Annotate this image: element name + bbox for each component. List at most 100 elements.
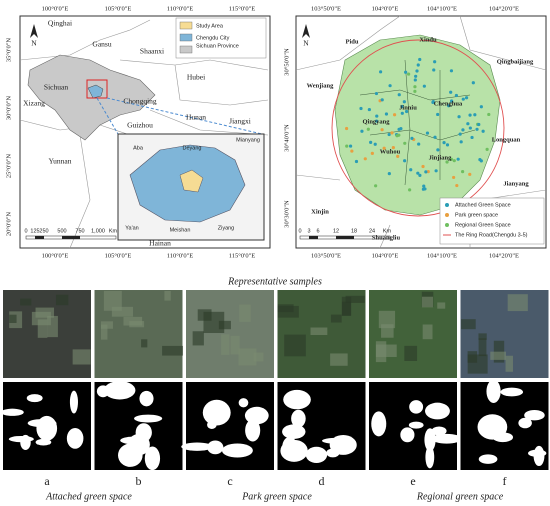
lon-label: 103°50'0"E (311, 252, 341, 259)
lon-label: 100°0'0"E (42, 252, 69, 259)
mask-blob (524, 409, 545, 421)
mask-blob (245, 419, 261, 442)
green-space-point (407, 72, 411, 76)
photo-texture (221, 334, 230, 355)
mask-blob (425, 445, 435, 469)
green-space-point (370, 151, 374, 156)
green-space-point (397, 127, 401, 131)
green-space-point (475, 127, 479, 131)
north-arrow (30, 24, 38, 38)
photo-texture (378, 310, 396, 329)
photo-texture (162, 345, 184, 356)
scale-label: 250 (39, 228, 48, 234)
north-label: N (303, 39, 309, 48)
green-space-point (360, 129, 364, 133)
green-space-point (375, 114, 379, 118)
sample-grid (1, 290, 549, 471)
green-space-point (449, 157, 453, 161)
green-space-point (449, 69, 454, 73)
photo-texture (421, 296, 434, 308)
green-space-point (454, 93, 459, 98)
photo-texture (381, 324, 394, 338)
green-space-point (354, 159, 359, 164)
place-label: Xizang (23, 99, 45, 108)
green-space-point (374, 184, 378, 188)
green-space-point (416, 63, 420, 67)
green-space-point (384, 112, 389, 116)
green-space-point (374, 119, 379, 123)
mask-blob (518, 417, 532, 429)
mask-blob (424, 428, 436, 452)
legend-swatch (179, 21, 193, 30)
green-space-point (415, 69, 419, 73)
green-space-point (369, 140, 373, 144)
inset-place-label: Ya'an (125, 225, 139, 231)
place-label: Hubei (187, 73, 205, 82)
sample-letter: d (319, 474, 325, 488)
green-space-point (452, 159, 456, 163)
green-space-point (432, 68, 436, 72)
green-space-point (359, 106, 363, 111)
green-space-point (485, 147, 489, 151)
green-space-points (344, 57, 491, 192)
legend-label: Park green space (455, 212, 498, 218)
green-space-point (374, 91, 379, 96)
legend-swatch (179, 45, 193, 54)
green-space-point (379, 70, 383, 74)
place-label: Gansu (92, 40, 111, 49)
green-space-point (471, 81, 475, 85)
green-space-point (481, 129, 485, 133)
lon-label: 115°0'0"E (229, 5, 255, 12)
mask-blob (409, 400, 424, 414)
lon-label: 104°20'0"E (489, 5, 519, 12)
mask-blob (280, 439, 308, 462)
mask-blob (27, 419, 57, 428)
green-space-point (373, 142, 377, 146)
mask-blob (206, 402, 219, 412)
mask-blob (305, 446, 328, 464)
legend-swatch (179, 33, 193, 42)
photo-texture (341, 301, 351, 316)
place-label: Qinghai (48, 19, 72, 28)
lon-label: 104°10'0"E (427, 252, 457, 259)
place-label: Chenghua (434, 100, 463, 107)
lon-label: 104°20'0"E (489, 252, 519, 259)
place-label: Shaanxi (140, 47, 164, 56)
green-space-point (348, 144, 353, 148)
green-space-point (461, 97, 465, 101)
mask-blob (181, 442, 214, 451)
lon-label: 115°0'0"E (229, 252, 255, 259)
green-space-point (380, 98, 384, 102)
scale-bar (309, 236, 318, 239)
mask-blob (282, 424, 306, 439)
place-label: Guizhou (127, 121, 153, 130)
place-label: Wuhou (380, 148, 401, 155)
right-legend (439, 197, 545, 245)
inset-pointer (96, 97, 119, 135)
green-space-point (479, 105, 483, 109)
mask-blob (96, 385, 110, 398)
legend-label: Regional Green Space (455, 222, 511, 228)
mask-blob (431, 433, 462, 444)
green-space-point (397, 133, 401, 137)
green-space-point (466, 122, 470, 126)
photo-texture (330, 314, 342, 323)
lat-label: 20°0'0"N (5, 212, 12, 236)
scale-label: 750 (75, 228, 84, 234)
green-space-point (397, 93, 401, 97)
sample-mask (186, 382, 274, 470)
lon-label: 105°0'0"E (105, 5, 132, 12)
mask-blob (134, 414, 163, 423)
photo-texture (467, 354, 488, 374)
green-space-point (433, 60, 437, 64)
place-label: Jinjiang (429, 154, 453, 161)
place-label: Xindu (419, 36, 437, 43)
lat-label: 30°30'0"N (283, 200, 290, 228)
lat-label: 25°0'0"N (5, 154, 12, 178)
green-space-point (404, 70, 408, 74)
green-space-point (408, 188, 412, 192)
green-space-point (431, 100, 435, 104)
green-space-point (345, 144, 349, 148)
green-space-point (409, 168, 413, 172)
inset-pointer (106, 97, 263, 135)
